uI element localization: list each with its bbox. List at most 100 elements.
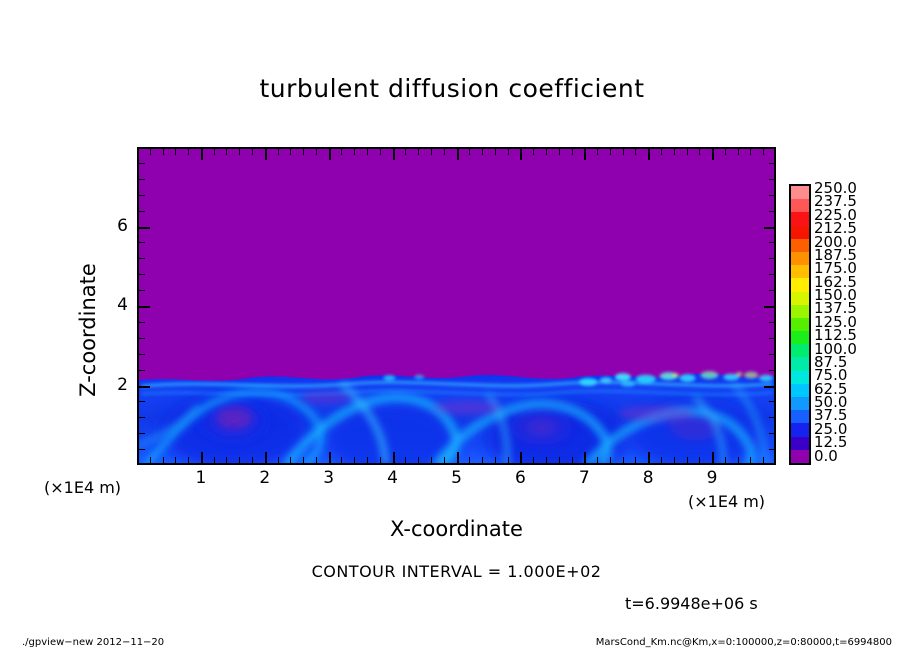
y-tick-left <box>139 337 145 339</box>
y-tick-left <box>139 242 145 244</box>
colorbar-label: 75.0 <box>814 366 848 385</box>
y-tick-right <box>769 337 775 339</box>
y-tick-right <box>769 274 775 276</box>
colorbar-label: 250.0 <box>814 179 857 197</box>
colorbar-label: 87.5 <box>814 352 848 371</box>
x-tick-label: 6 <box>514 468 526 488</box>
colorbar-label: 175.0 <box>814 259 857 278</box>
y-tick-left <box>139 369 145 371</box>
footer-command: ./gpview−new 2012−11−20 <box>22 637 165 648</box>
y-tick-left <box>139 162 145 164</box>
y-tick-right <box>769 321 775 323</box>
y-tick-right <box>769 449 775 451</box>
y-tick-right <box>769 290 775 292</box>
y-tick-left <box>139 226 150 229</box>
y-tick-left <box>139 433 145 435</box>
y-tick-left <box>139 321 145 323</box>
colorbar-label: 100.0 <box>814 339 857 358</box>
colorbar-swatch <box>791 317 809 332</box>
page-title: turbulent diffusion coefficient <box>259 74 645 103</box>
colorbar-swatch <box>791 410 809 424</box>
colorbar-swatch <box>791 212 809 226</box>
colorbar-swatch <box>791 436 809 450</box>
colorbar-swatch <box>791 186 809 200</box>
y-tick-right <box>769 242 775 244</box>
footer-dataset: MarsCond_Km.nc@Km,x=0:100000,z=0:80000,t… <box>595 637 892 648</box>
colorbar-swatch <box>791 331 809 345</box>
colorbar-label: 225.0 <box>814 205 857 224</box>
colorbar <box>789 184 811 465</box>
y-tick-right <box>764 306 775 308</box>
x-axis-title: X-coordinate <box>390 517 523 541</box>
colorbar-swatch <box>791 291 809 305</box>
x-tick-label: 5 <box>451 468 462 488</box>
colorbar-swatch <box>791 304 809 318</box>
y-tick-left <box>139 290 145 292</box>
colorbar-label: 125.0 <box>814 312 857 331</box>
colorbar-label: 62.5 <box>814 379 848 398</box>
y-tick-left <box>139 401 145 403</box>
colorbar-swatch <box>791 423 809 437</box>
contour-interval-note: CONTOUR INTERVAL = 1.000E+02 <box>311 562 602 581</box>
y-tick-right <box>769 401 775 403</box>
colorbar-swatch <box>791 265 809 279</box>
colorbar-swatch <box>791 278 809 292</box>
colorbar-label: 112.5 <box>814 326 857 345</box>
colorbar-label: 25.0 <box>814 419 848 438</box>
y-tick-right <box>769 210 775 212</box>
colorbar-label: 12.5 <box>814 433 848 452</box>
heatmap-field <box>139 149 774 463</box>
colorbar-gradient <box>791 186 809 463</box>
y-tick-left <box>139 449 145 451</box>
z-axis-unit-label: (×1E4 m) <box>44 478 122 497</box>
y-tick-label: 2 <box>117 374 128 395</box>
plot-area <box>137 147 776 465</box>
y-tick-left <box>139 194 145 196</box>
colorbar-label: 137.5 <box>814 299 857 318</box>
colorbar-swatch <box>791 225 809 239</box>
y-tick-right <box>769 178 775 180</box>
colorbar-label: 237.5 <box>814 192 857 211</box>
y-tick-label: 6 <box>117 215 128 236</box>
colorbar-label: 50.0 <box>814 393 848 412</box>
colorbar-swatch <box>791 238 809 252</box>
y-tick-right <box>764 226 775 229</box>
y-tick-left <box>139 258 145 260</box>
colorbar-swatch <box>791 357 809 371</box>
colorbar-label: 0.0 <box>814 446 838 465</box>
colorbar-swatch <box>791 370 809 384</box>
y-tick-left <box>139 210 145 212</box>
y-tick-right <box>769 417 775 419</box>
x-tick-label: 2 <box>259 468 271 488</box>
y-tick-right <box>769 353 775 355</box>
colorbar-label: 212.5 <box>814 219 857 238</box>
colorbar-tick-labels: 250.0 237.5 225.0 212.5 200.0 187.5 175.0 162.5… <box>814 179 884 465</box>
y-tick-right <box>769 433 775 435</box>
x-tick-label: 9 <box>706 468 718 488</box>
colorbar-label: 187.5 <box>814 245 857 264</box>
y-tick-left <box>139 306 150 308</box>
colorbar-label: 200.0 <box>814 232 857 251</box>
y-tick-right <box>769 258 775 260</box>
x-tick-label: 1 <box>195 468 207 488</box>
x-tick-label: 4 <box>387 468 398 488</box>
colorbar-swatch <box>791 344 809 358</box>
y-tick-right <box>764 385 775 388</box>
colorbar-swatch <box>791 199 809 213</box>
y-tick-right <box>769 162 775 164</box>
colorbar-label: 162.5 <box>814 272 857 291</box>
y-tick-left <box>139 385 150 388</box>
colorbar-swatch <box>791 383 809 397</box>
y-tick-left <box>139 353 145 355</box>
x-tick-label: 3 <box>323 468 335 488</box>
colorbar-label: 37.5 <box>814 406 848 425</box>
y-tick-left <box>139 274 145 276</box>
y-tick-label: 4 <box>117 295 128 315</box>
colorbar-swatch <box>791 251 809 266</box>
x-tick-label: 7 <box>578 468 590 488</box>
y-axis-title: Z-coordinate <box>60 0 100 397</box>
colorbar-swatch <box>791 449 809 463</box>
x-tick-label: 8 <box>642 468 654 488</box>
colorbar-swatch <box>791 397 809 411</box>
y-tick-right <box>769 194 775 196</box>
